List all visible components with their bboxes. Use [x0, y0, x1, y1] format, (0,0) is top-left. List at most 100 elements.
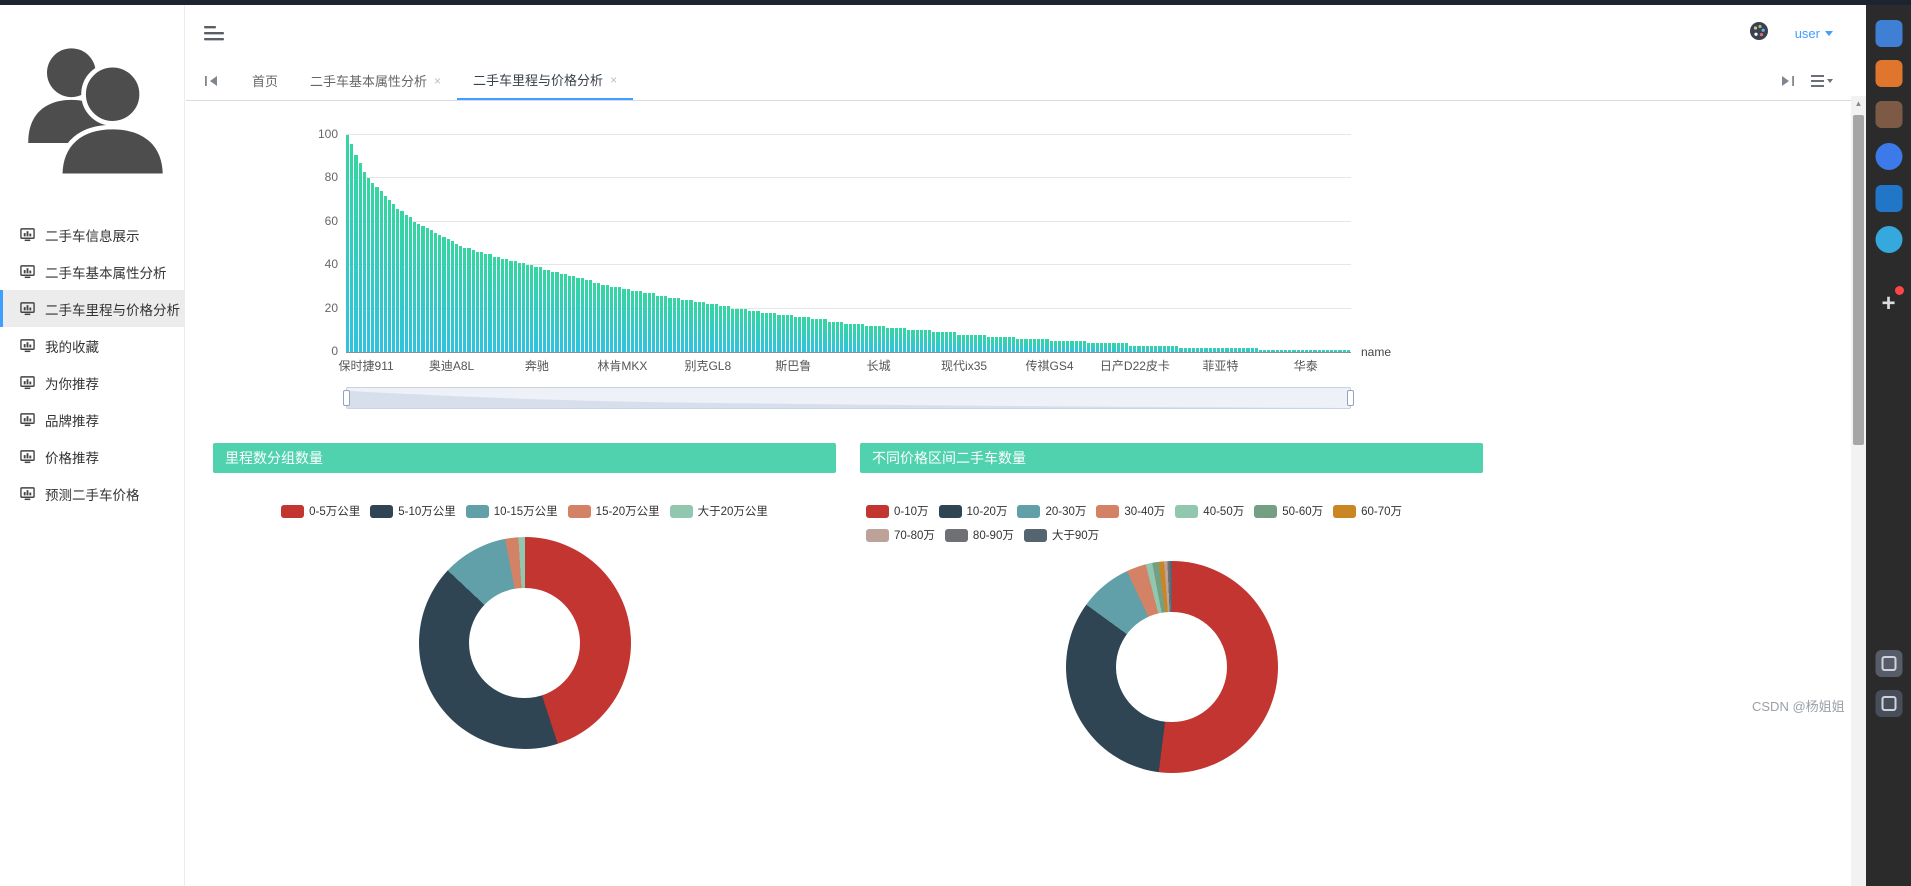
tabs-scroll-right-icon[interactable]	[1773, 75, 1803, 87]
watermark: CSDN @杨姐姐	[1752, 699, 1845, 714]
sidebar-item-6[interactable]: 品牌推荐	[0, 401, 184, 438]
sidebar-item-5[interactable]: 为你推荐	[0, 364, 184, 401]
user-dropdown[interactable]: user	[1795, 26, 1833, 41]
bar	[1212, 347, 1216, 352]
bar	[538, 267, 542, 352]
theme-palette-icon[interactable]	[1749, 21, 1769, 46]
bar	[873, 325, 877, 352]
sidebar-item-7[interactable]: 价格推荐	[0, 438, 184, 475]
tab-3[interactable]: 二手车里程与价格分析 ×	[457, 61, 634, 100]
scrollbar-thumb[interactable]	[1853, 115, 1864, 445]
bar	[450, 241, 454, 352]
legend-item[interactable]: 80-90万	[944, 527, 1014, 543]
bar	[919, 330, 923, 352]
sidebar-item-4[interactable]: 我的收藏	[0, 327, 184, 364]
mileage-price-bar-chart[interactable]: 0 20 40 60 80 100 name 保时捷911 奥迪A8L 奔驰 林肯MKX 别克GL…	[186, 127, 1851, 409]
bar	[827, 321, 831, 352]
legend-item[interactable]: 10-20万	[938, 503, 1007, 519]
tab-2[interactable]: 二手车基本属性分析 ×	[294, 61, 457, 100]
tab-close-icon[interactable]: ×	[610, 72, 618, 87]
sidebar-item-2[interactable]: 二手车基本属性分析	[0, 253, 184, 290]
price-donut-chart[interactable]	[1065, 561, 1278, 773]
bar	[660, 295, 664, 352]
mileage-panel: 里程数分组数量 0-5万公里 5-10万公里 10-15万公里 15-20万公里 大于2…	[213, 443, 836, 773]
bar	[1016, 338, 1020, 352]
tabs-scroll-left-icon[interactable]	[196, 75, 226, 87]
bars	[346, 135, 1351, 352]
contacts-icon[interactable]	[1875, 101, 1902, 128]
bar	[898, 328, 902, 352]
bar	[534, 267, 538, 352]
bar	[1258, 349, 1263, 352]
legend-item[interactable]: 60-70万	[1333, 503, 1402, 519]
legend-item[interactable]: 10-15万公里	[465, 503, 558, 519]
tab-options-icon[interactable]	[1803, 74, 1841, 88]
bar	[1242, 347, 1246, 352]
legend-item[interactable]: 70-80万	[866, 527, 935, 543]
tabs: 首页 二手车基本属性分析 × 二手车里程与价格分析 ×	[236, 61, 1773, 100]
bar	[1330, 349, 1334, 352]
briefcase-icon[interactable]	[1875, 60, 1902, 87]
datazoom-left-handle[interactable]	[343, 390, 350, 406]
bar	[484, 254, 488, 352]
bar	[563, 273, 567, 352]
edge-browser-icon[interactable]	[1875, 143, 1902, 170]
bar	[547, 269, 551, 352]
legend-item[interactable]: 大于20万公里	[669, 503, 768, 519]
app-badge-icon[interactable]	[1875, 690, 1902, 717]
sidebar-item-1[interactable]: 二手车信息展示	[0, 216, 184, 253]
legend-label: 15-20万公里	[595, 506, 660, 518]
bar	[697, 302, 701, 352]
telegram-icon[interactable]	[1875, 226, 1902, 253]
screenshot-tool-icon[interactable]	[1875, 650, 1902, 677]
legend-item[interactable]: 5-10万公里	[370, 503, 456, 519]
bar	[764, 312, 768, 352]
datazoom-slider[interactable]	[343, 387, 1354, 409]
bar	[815, 319, 819, 352]
legend-swatch	[567, 504, 591, 518]
topbar: user	[186, 5, 1851, 61]
legend-item[interactable]: 20-30万	[1017, 503, 1086, 519]
vertical-scrollbar[interactable]: ▲	[1851, 96, 1866, 886]
legend-item[interactable]: 15-20万公里	[567, 503, 660, 519]
bar	[1091, 343, 1095, 352]
bar	[379, 191, 383, 352]
bar	[1275, 349, 1279, 352]
x-tick-label: 别克GL8	[684, 359, 732, 373]
bar	[572, 276, 576, 352]
legend-item[interactable]: 0-5万公里	[281, 503, 360, 519]
add-pin-icon[interactable]: +	[1881, 290, 1896, 317]
pin-tag-icon[interactable]	[1875, 20, 1902, 47]
legend-item[interactable]: 30-40万	[1096, 503, 1165, 519]
sidebar-item-3[interactable]: 二手车里程与价格分析	[0, 290, 184, 327]
bar	[421, 226, 425, 352]
legend-item[interactable]: 大于90万	[1023, 527, 1099, 543]
sidebar-item-8[interactable]: 预测二手车价格	[0, 475, 184, 512]
bar	[902, 328, 907, 352]
bar	[634, 291, 639, 352]
legend-label: 10-15万公里	[493, 506, 558, 518]
bar	[559, 273, 563, 352]
legend-item[interactable]: 40-50万	[1175, 503, 1244, 519]
bar	[1036, 338, 1041, 352]
y-tick-label: 60	[324, 213, 338, 228]
legend-item[interactable]: 50-60万	[1254, 503, 1323, 519]
bar	[928, 330, 932, 352]
bar	[953, 332, 957, 352]
tab-1[interactable]: 首页	[236, 61, 294, 100]
mileage-donut-chart[interactable]	[418, 537, 631, 749]
legend-item[interactable]: 0-10万	[866, 503, 929, 519]
bar	[417, 223, 421, 352]
legend-swatch	[281, 504, 305, 518]
bar	[1309, 349, 1313, 352]
bar	[852, 323, 856, 352]
datazoom-right-handle[interactable]	[1347, 390, 1354, 406]
tab-close-icon[interactable]: ×	[434, 73, 442, 88]
x-tick-label: 斯巴鲁	[775, 359, 812, 373]
bar	[865, 325, 869, 352]
bar	[907, 330, 911, 352]
scroll-up-icon[interactable]: ▲	[1854, 99, 1863, 108]
hamburger-menu-icon[interactable]	[204, 25, 224, 41]
bar	[882, 325, 886, 352]
office-app-icon[interactable]	[1875, 185, 1902, 212]
